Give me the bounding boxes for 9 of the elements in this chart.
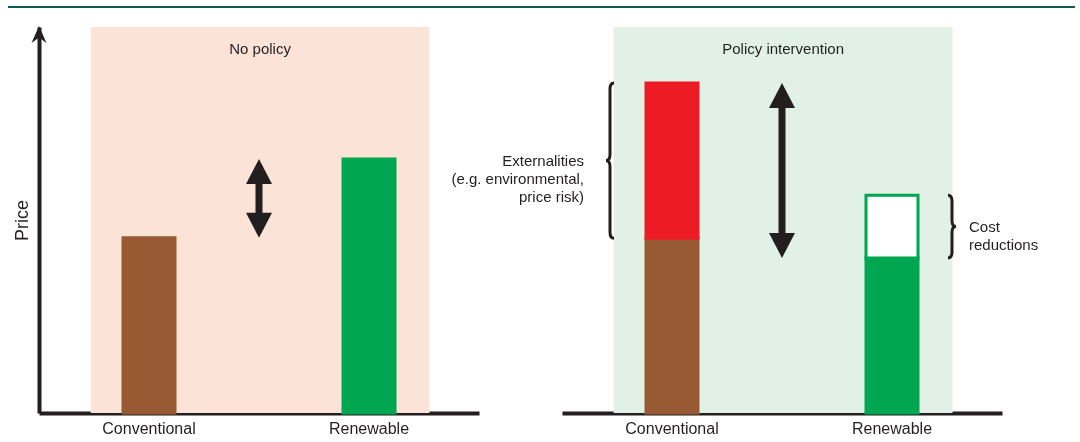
annotation: Externalities (e.g. environmental, price risk) bbox=[451, 151, 584, 205]
x-tick-label: Conventional bbox=[102, 419, 196, 437]
band-label: No policy bbox=[229, 40, 292, 57]
x-tick-label: Renewable bbox=[851, 419, 933, 437]
annotation: Cost reductions bbox=[969, 217, 1039, 253]
x-tick-label: Renewable bbox=[328, 419, 410, 437]
band-label: Policy intervention bbox=[722, 40, 844, 57]
x-tick-label: Conventional bbox=[625, 419, 719, 437]
y-axis-title: Price bbox=[11, 199, 32, 242]
